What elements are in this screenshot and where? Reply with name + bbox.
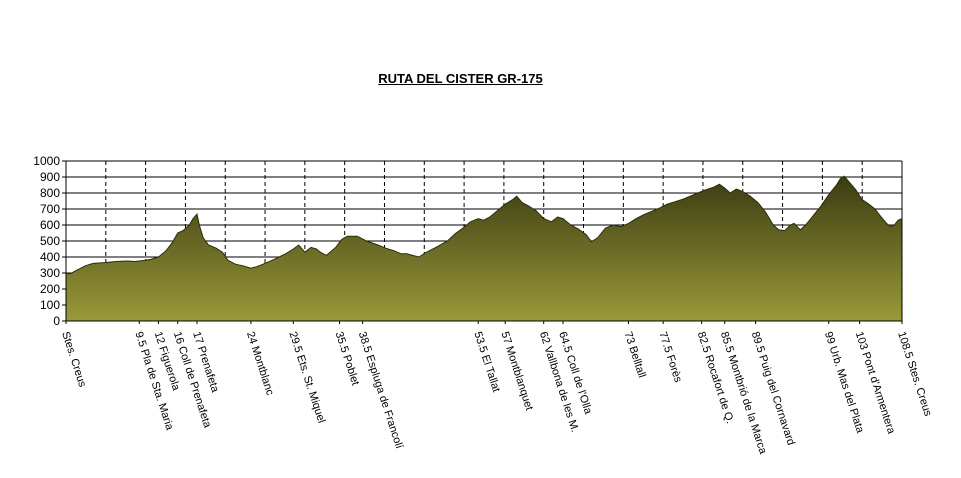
y-tick-label: 700	[40, 202, 60, 216]
x-tick-label: 108.5 Stes. Creus	[895, 330, 934, 418]
x-tick-label: 53.5 El Tallat	[471, 330, 502, 393]
y-tick-label: 0	[53, 314, 60, 328]
elevation-area	[65, 175, 903, 322]
y-tick-label: 100	[40, 298, 60, 312]
y-tick-label: 400	[40, 250, 60, 264]
y-tick-label: 1000	[33, 154, 60, 168]
x-tick-label: 38.5 Espluga de Francolí	[356, 330, 405, 450]
y-tick-labels: 0 100 200 300 400 500 600 700 800 900 1000	[33, 154, 66, 328]
x-tick-label: 77.5 Forès	[656, 330, 684, 384]
y-tick-label: 900	[40, 170, 60, 184]
y-tick-label: 500	[40, 234, 60, 248]
area-layer	[65, 175, 903, 322]
chart-title: RUTA DEL CISTER GR-175	[378, 71, 543, 86]
x-tick-label: Stes. Creus	[59, 330, 88, 389]
y-tick-label: 200	[40, 282, 60, 296]
x-tick-label: 57 Montblanquet	[498, 330, 535, 412]
y-tick-label: 800	[40, 186, 60, 200]
x-tick-label: 35.5 Poblet	[333, 330, 362, 387]
y-tick-label: 300	[40, 266, 60, 280]
x-tick-label: 73 Belltall	[622, 330, 648, 379]
x-tick-label: 24 Montblanc	[244, 330, 276, 397]
x-tick-label: 29.5 Ets. St. Miquel	[286, 330, 327, 424]
y-tick-label: 600	[40, 218, 60, 232]
